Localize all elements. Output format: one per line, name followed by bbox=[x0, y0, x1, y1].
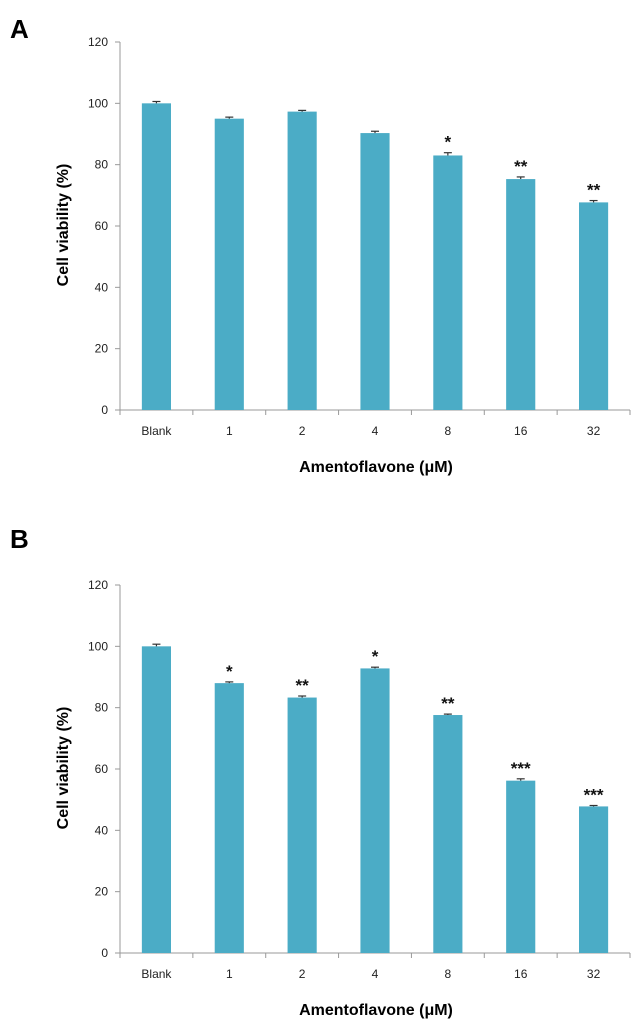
panel-b-x-tick-label: 8 bbox=[445, 967, 452, 981]
panel-a-x-tick-label: 32 bbox=[587, 424, 601, 438]
panel-b-letter: B bbox=[10, 524, 29, 554]
panel-a-significance-label: * bbox=[445, 133, 452, 152]
panel-a-x-tick-label: 1 bbox=[226, 424, 233, 438]
panel-b-x-tick-label: 32 bbox=[587, 967, 601, 981]
panel-a-x-tick-label: 16 bbox=[514, 424, 528, 438]
panel-a-y-tick-label: 100 bbox=[88, 96, 108, 110]
panel-b-y-tick-label: 20 bbox=[95, 885, 109, 899]
panel-b-bar-6 bbox=[506, 780, 536, 953]
panel-b-y-tick-label: 60 bbox=[95, 762, 109, 776]
panel-b-x-tick-label: 1 bbox=[226, 967, 233, 981]
panel-b-x-tick-label: 16 bbox=[514, 967, 528, 981]
panel-b-significance-label: *** bbox=[511, 759, 531, 778]
panel-a-y-tick-label: 60 bbox=[95, 219, 109, 233]
panel-b-bar-3 bbox=[287, 697, 317, 953]
panel-b-plot-area: 0 20 40 60 80 100 120 Blank * 1 ** 2 * 4 ** 8 *** 16 *** 32 bbox=[88, 578, 631, 981]
panel-a-bar-2 bbox=[214, 118, 244, 411]
panel-a-x-tick-label: 2 bbox=[299, 424, 306, 438]
panel-b-y-axis-label: Cell viability (%) bbox=[55, 707, 72, 830]
panel-b-significance-label: * bbox=[226, 662, 233, 681]
panel-b-x-tick-label: 4 bbox=[372, 967, 379, 981]
panel-a-y-tick-label: 40 bbox=[95, 280, 109, 294]
panel-b-x-tick-label: 2 bbox=[299, 967, 306, 981]
panel-a-letter: A bbox=[10, 14, 29, 44]
panel-a-y-tick-label: 80 bbox=[95, 158, 109, 172]
panel-a-y-tick-label: 0 bbox=[101, 403, 108, 417]
panel-a-y-axis-label: Cell viability (%) bbox=[55, 164, 72, 287]
panel-b-significance-label: * bbox=[372, 647, 379, 666]
panel-b-y-tick-label: 80 bbox=[95, 701, 109, 715]
panel-b-y-tick-label: 0 bbox=[101, 946, 108, 960]
panel-a-bar-1 bbox=[141, 103, 171, 410]
panel-a-bar-6 bbox=[506, 179, 536, 410]
panel-a-significance-label: ** bbox=[514, 157, 528, 176]
panel-b-bar-1 bbox=[141, 646, 171, 953]
panel-b-bar-7 bbox=[579, 806, 609, 953]
panel-a: A Cell viability (%) Amentoflavone (μM) … bbox=[10, 14, 631, 476]
panel-b: B Cell viability (%) Amentoflavone (μM) … bbox=[10, 524, 631, 1019]
panel-b-y-tick-label: 120 bbox=[88, 578, 108, 592]
panel-b-x-tick-label: Blank bbox=[141, 967, 172, 981]
panel-b-bar-5 bbox=[433, 715, 463, 953]
panel-b-bar-4 bbox=[360, 668, 390, 953]
panel-a-x-tick-label: 4 bbox=[372, 424, 379, 438]
panel-b-significance-label: *** bbox=[584, 785, 604, 804]
panel-a-significance-label: ** bbox=[587, 181, 601, 200]
panel-a-x-tick-label: Blank bbox=[141, 424, 172, 438]
panel-a-bar-3 bbox=[287, 111, 317, 410]
panel-a-bar-4 bbox=[360, 133, 390, 410]
panel-a-bar-7 bbox=[579, 202, 609, 410]
panel-a-x-tick-label: 8 bbox=[445, 424, 452, 438]
panel-b-x-axis-label: Amentoflavone (μM) bbox=[299, 1002, 453, 1019]
panel-a-bar-5 bbox=[433, 155, 463, 410]
panel-b-significance-label: ** bbox=[296, 676, 310, 695]
panel-b-y-tick-label: 40 bbox=[95, 823, 109, 837]
panel-b-y-tick-label: 100 bbox=[88, 639, 108, 653]
panel-a-y-tick-label: 120 bbox=[88, 35, 108, 49]
panel-b-bar-2 bbox=[214, 683, 244, 953]
panel-a-y-tick-label: 20 bbox=[95, 342, 109, 356]
panel-a-x-axis-label: Amentoflavone (μM) bbox=[299, 459, 453, 476]
panel-b-significance-label: ** bbox=[441, 694, 455, 713]
panel-a-plot-area: 0 20 40 60 80 100 120 Blank 1 2 4 * 8 ** 16 ** 32 bbox=[88, 35, 631, 438]
